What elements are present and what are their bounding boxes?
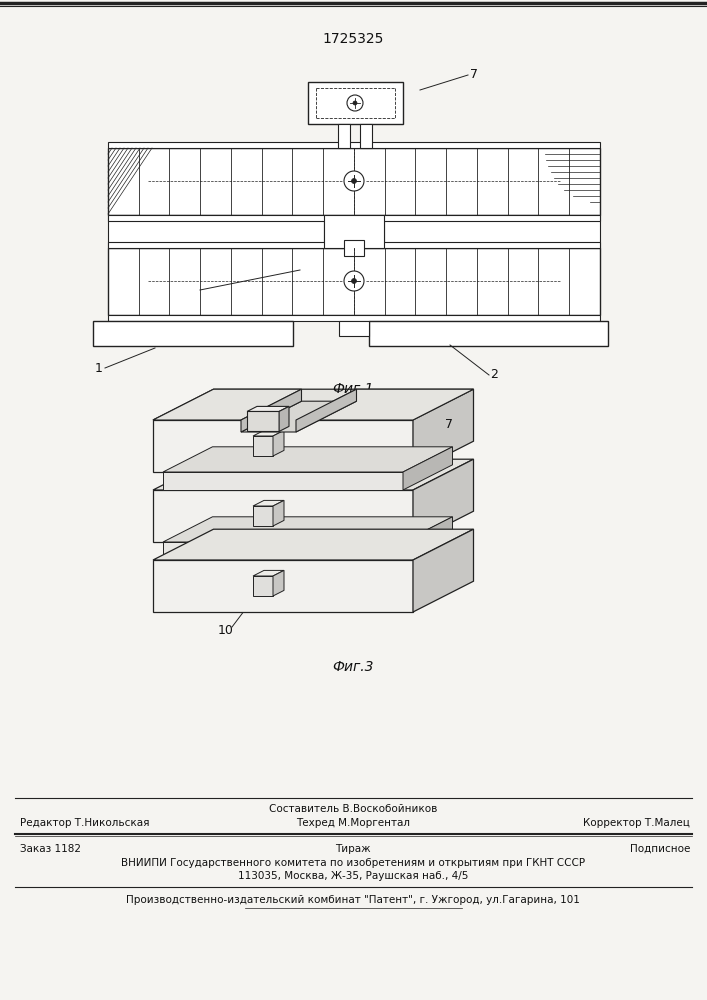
Circle shape [344,171,364,191]
Polygon shape [338,124,350,148]
Text: ВНИИПИ Государственного комитета по изобретениям и открытиям при ГКНТ СССР: ВНИИПИ Государственного комитета по изоб… [121,858,585,868]
Polygon shape [108,148,600,215]
Text: 9: 9 [272,418,280,431]
Polygon shape [108,242,600,248]
Polygon shape [153,529,474,560]
Polygon shape [163,447,452,472]
Polygon shape [163,542,403,560]
Text: 113035, Москва, Ж-35, Раушская наб., 4/5: 113035, Москва, Ж-35, Раушская наб., 4/5 [238,871,468,881]
Circle shape [351,178,356,184]
Text: 7: 7 [470,68,478,81]
Text: Корректор Т.Малец: Корректор Т.Малец [583,818,690,828]
Polygon shape [279,406,289,431]
Polygon shape [253,576,273,596]
Polygon shape [108,215,600,221]
Polygon shape [153,459,474,490]
Polygon shape [369,321,608,346]
Text: Тираж: Тираж [335,844,370,854]
Polygon shape [253,570,284,576]
Polygon shape [247,406,289,411]
Polygon shape [403,447,452,490]
Polygon shape [308,82,403,124]
Polygon shape [273,570,284,596]
Polygon shape [241,389,301,432]
Polygon shape [324,215,384,248]
Polygon shape [413,459,474,542]
Polygon shape [273,430,284,456]
Polygon shape [384,215,600,248]
Polygon shape [153,420,413,472]
Text: Фиг.1: Фиг.1 [332,382,374,396]
Polygon shape [153,560,413,612]
Polygon shape [163,517,452,542]
Circle shape [353,101,357,105]
Text: 10: 10 [218,624,234,637]
Polygon shape [108,248,600,315]
Text: Заказ 1182: Заказ 1182 [20,844,81,854]
Text: Производственно-издательский комбинат "Патент", г. Ужгород, ул.Гагарина, 101: Производственно-издательский комбинат "П… [126,895,580,905]
Polygon shape [153,389,301,420]
Polygon shape [253,436,273,456]
Polygon shape [360,124,372,148]
Polygon shape [413,529,474,612]
Polygon shape [296,389,356,432]
Text: Техред М.Моргентал: Техред М.Моргентал [296,818,410,828]
Polygon shape [253,500,284,506]
Polygon shape [413,389,474,472]
Text: 1: 1 [95,362,103,375]
Polygon shape [273,500,284,526]
Polygon shape [163,472,403,490]
Text: Редактор Т.Никольская: Редактор Т.Никольская [20,818,149,828]
Text: Составитель В.Воскобойников: Составитель В.Воскобойников [269,804,437,814]
Polygon shape [153,490,413,542]
Polygon shape [253,506,273,526]
Polygon shape [344,240,364,256]
Circle shape [351,278,356,284]
Polygon shape [339,321,369,336]
Text: 2: 2 [490,368,498,381]
Polygon shape [108,315,600,321]
Circle shape [344,271,364,291]
Polygon shape [108,215,324,248]
Polygon shape [253,430,284,436]
Polygon shape [296,389,474,420]
Text: Фиг.3: Фиг.3 [332,660,374,674]
Polygon shape [108,142,600,148]
Polygon shape [403,517,452,560]
Text: 7: 7 [445,418,453,431]
Polygon shape [93,321,293,346]
Text: Подписное: Подписное [630,844,690,854]
Polygon shape [247,411,279,431]
Polygon shape [153,389,474,420]
Text: 1725325: 1725325 [322,32,384,46]
Polygon shape [241,401,356,432]
Circle shape [347,95,363,111]
